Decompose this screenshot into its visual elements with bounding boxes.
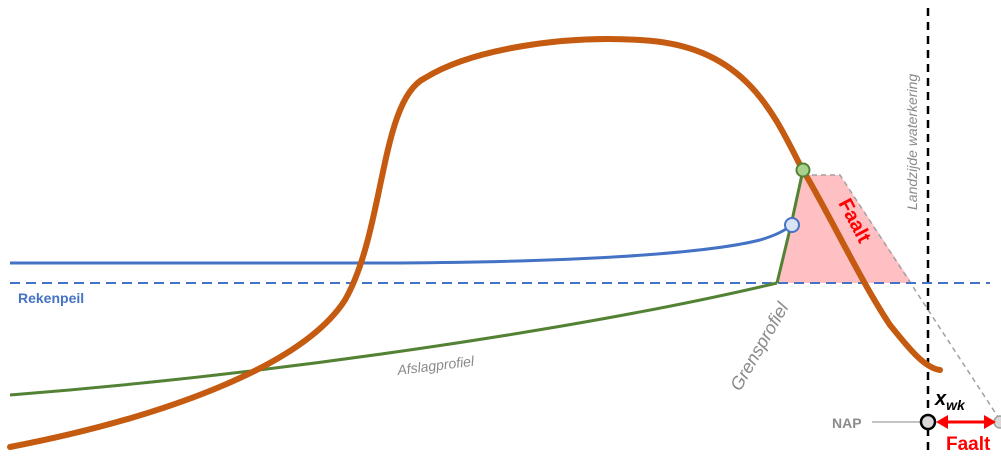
afslagprofiel-curve bbox=[9, 281, 778, 397]
afslagprofiel-label: Afslagprofiel bbox=[395, 353, 475, 378]
nap-label: NAP bbox=[832, 415, 862, 431]
landzijde-label: Landzijde waterkering bbox=[904, 74, 920, 210]
x-wk-label: xwk bbox=[934, 388, 966, 413]
svg-text:xwk: xwk bbox=[934, 388, 966, 413]
dune-profile-curve bbox=[7, 36, 943, 450]
water-level-point bbox=[784, 217, 800, 233]
nap-point bbox=[919, 413, 937, 431]
faalt-arrow bbox=[936, 415, 996, 429]
water-surface-curve bbox=[10, 223, 793, 265]
faalt-arrow-label: Faalt bbox=[946, 434, 991, 455]
grensprofiel-top-point bbox=[795, 162, 811, 178]
x-wk-main: x bbox=[934, 388, 947, 410]
failure-zone bbox=[777, 175, 912, 283]
rekenpeil-label: Rekenpeil bbox=[18, 290, 84, 306]
x-wk-subscript: wk bbox=[946, 397, 966, 413]
grensprofiel-label: Grensprofiel bbox=[726, 298, 793, 394]
limit-profile-outline bbox=[803, 174, 1001, 421]
